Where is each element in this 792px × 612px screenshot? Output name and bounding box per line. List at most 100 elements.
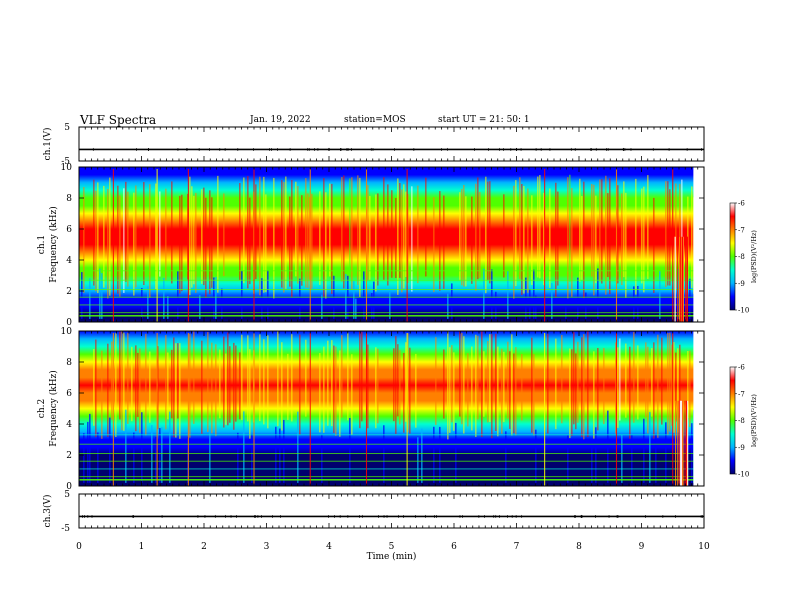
y-axis-label-frequency: Frequency (kHz) bbox=[48, 370, 59, 447]
colorbar-tick-label: -6 bbox=[738, 200, 745, 208]
spectrogram-streak bbox=[139, 348, 141, 433]
spectrogram-streak bbox=[513, 185, 515, 299]
spectrogram-streak bbox=[465, 196, 467, 287]
spectrogram-streak bbox=[377, 348, 379, 424]
spectrogram-streak bbox=[95, 339, 97, 437]
spectrogram-streak bbox=[433, 426, 435, 483]
spectrogram-streak bbox=[649, 412, 651, 483]
spectrogram-streak bbox=[127, 332, 129, 424]
colorbar-tick-label: -7 bbox=[738, 226, 745, 234]
spectrogram-streak bbox=[323, 178, 325, 298]
spectrogram-streak bbox=[543, 192, 545, 286]
colorbar-label: log(PSD)(V²/Hz) bbox=[750, 230, 758, 283]
x-tick-label: 1 bbox=[139, 542, 145, 552]
spectrogram-streak bbox=[495, 333, 497, 431]
spectrogram-streak bbox=[215, 277, 217, 319]
spectrogram-streak bbox=[583, 334, 585, 440]
spectrogram-streak bbox=[571, 349, 573, 437]
y-tick-label: 4 bbox=[66, 256, 72, 266]
spectrogram-streak bbox=[211, 197, 213, 288]
spectrogram-streak bbox=[387, 184, 389, 286]
spectrogram-streak bbox=[229, 346, 231, 423]
spectrogram-streak bbox=[213, 277, 215, 319]
spectrogram-streak bbox=[509, 351, 511, 429]
y-axis-label: ch.3(V) bbox=[42, 495, 53, 528]
spectrogram-streak bbox=[415, 353, 417, 428]
spectrogram-streak bbox=[233, 342, 235, 430]
spectrogram-streak bbox=[177, 343, 179, 419]
spectrogram-streak bbox=[137, 352, 139, 417]
spectrogram-streak bbox=[579, 178, 581, 282]
spectrogram-streak bbox=[249, 349, 251, 439]
spectrogram-streak bbox=[591, 183, 593, 277]
spectrogram-streak bbox=[515, 347, 517, 436]
x-tick-label: 5 bbox=[389, 542, 395, 552]
spectrogram-streak bbox=[481, 331, 483, 437]
spectrogram-streak bbox=[373, 281, 375, 319]
spectrogram-streak bbox=[343, 175, 345, 289]
spectrogram-streak bbox=[193, 195, 195, 285]
y-axis-label-channel: ch.2 bbox=[37, 399, 47, 418]
spectrogram-streak bbox=[247, 176, 249, 289]
spectrogram-streak bbox=[211, 342, 213, 434]
spectrogram-streak bbox=[507, 271, 509, 319]
spectrogram-streak bbox=[479, 191, 481, 279]
spectrogram-streak bbox=[351, 177, 353, 290]
spectrogram-streak bbox=[97, 432, 99, 483]
spectrogram-streak bbox=[661, 337, 663, 425]
spectrogram-streak bbox=[569, 348, 571, 439]
spectrogram-streak bbox=[259, 334, 261, 422]
spectrogram-streak bbox=[675, 183, 677, 289]
spectrogram-streak bbox=[305, 178, 307, 288]
y-tick-label: 5 bbox=[64, 123, 70, 133]
spectrogram-streak bbox=[201, 189, 203, 284]
spectrogram-streak bbox=[641, 188, 643, 284]
spectrogram-streak bbox=[299, 278, 301, 319]
spectrogram-streak bbox=[487, 181, 489, 281]
x-tick-label: 7 bbox=[514, 542, 520, 552]
y-tick-label: 6 bbox=[66, 389, 72, 399]
spectrogram-streak bbox=[623, 181, 625, 278]
spectrogram-streak bbox=[403, 184, 405, 289]
spectrogram-streak bbox=[173, 337, 175, 438]
spectrogram-streak bbox=[143, 182, 145, 286]
spectrogram-streak bbox=[391, 190, 393, 278]
spectrogram-streak bbox=[631, 435, 633, 483]
y-tick-label: 4 bbox=[66, 420, 72, 430]
y-tick-label: -5 bbox=[61, 524, 70, 534]
spectrogram-streak bbox=[195, 192, 197, 293]
spectrogram-streak bbox=[163, 278, 165, 319]
spectrogram-streak bbox=[407, 194, 409, 284]
spectrogram-streak bbox=[615, 342, 617, 434]
spectrogram-streak bbox=[219, 349, 221, 419]
spectrogram-streak bbox=[221, 288, 223, 319]
spectrogram-streak bbox=[243, 177, 245, 284]
x-axis-label: Time (min) bbox=[367, 551, 417, 562]
spectrogram-streak bbox=[537, 176, 539, 278]
spectrogram-streak bbox=[127, 191, 129, 287]
spectrogram-streak bbox=[453, 352, 455, 431]
spectrogram-streak bbox=[277, 331, 279, 427]
spectrogram-streak bbox=[141, 412, 143, 483]
spectrogram-streak bbox=[581, 337, 583, 437]
spectrogram-streak bbox=[583, 181, 585, 299]
spectrogram-streak bbox=[323, 346, 325, 433]
spectrogram-streak bbox=[577, 277, 579, 319]
spectrogram-streak bbox=[141, 288, 143, 319]
spectrogram-streak bbox=[123, 188, 125, 293]
spectrogram-streak bbox=[261, 278, 263, 319]
spectrogram-streak bbox=[111, 341, 113, 420]
spectrogram-streak bbox=[665, 181, 667, 288]
spectrogram-streak bbox=[625, 192, 627, 298]
spectrogram-streak bbox=[361, 331, 363, 422]
spectrogram-streak bbox=[567, 435, 569, 483]
spectrogram-streak bbox=[179, 195, 181, 294]
x-tick-label: 3 bbox=[264, 542, 270, 552]
spectrogram-streak bbox=[169, 411, 171, 483]
spectrogram-streak bbox=[555, 182, 557, 298]
spectrogram-streak bbox=[335, 346, 337, 436]
spectrogram-streak bbox=[461, 332, 463, 425]
spectrogram-streak bbox=[561, 335, 563, 424]
spectrogram-streak bbox=[417, 185, 419, 284]
